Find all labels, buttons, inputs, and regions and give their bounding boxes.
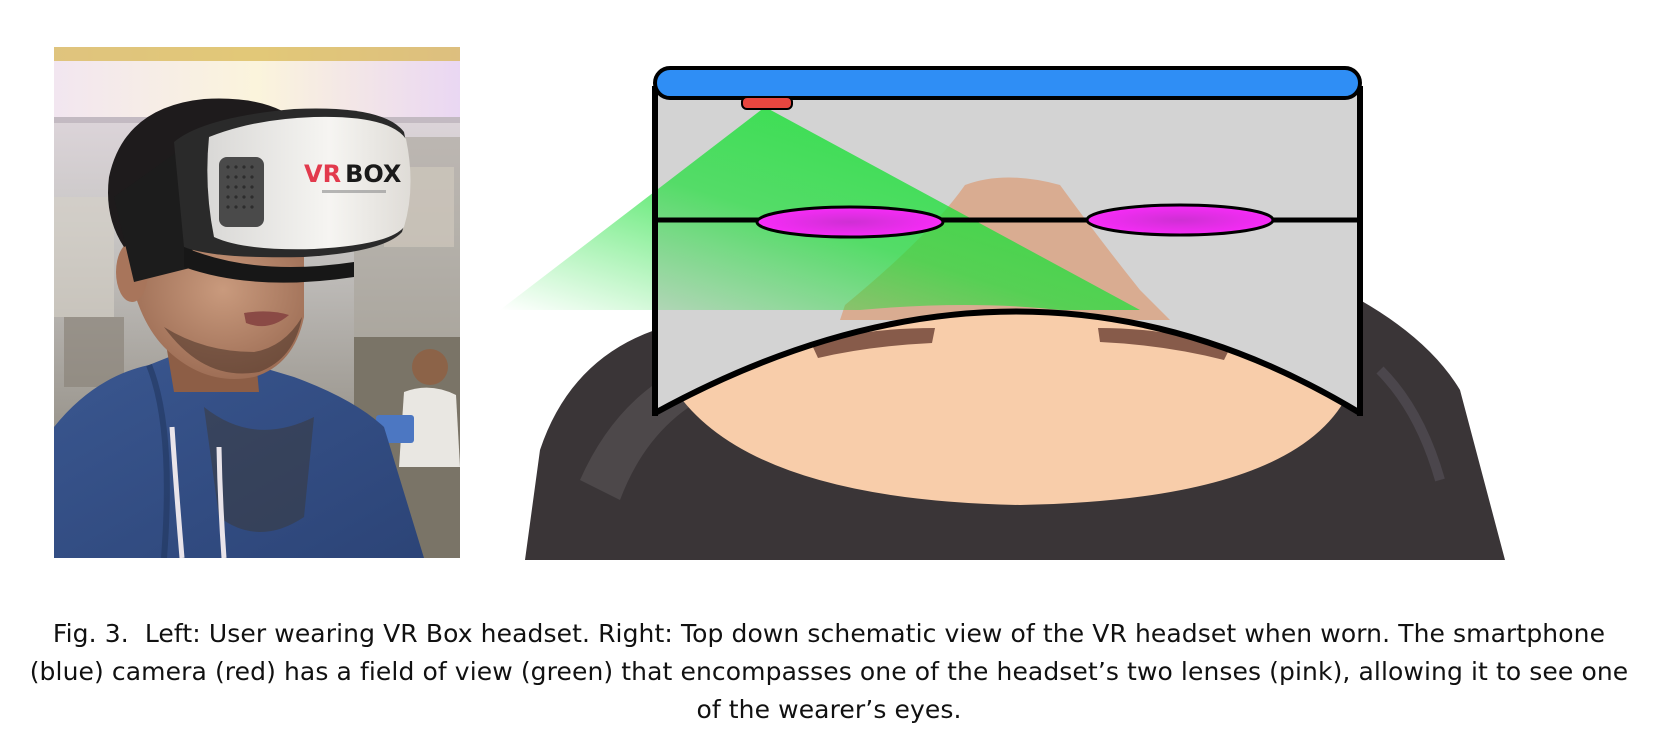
figure-3: VR BOX [54, 47, 1610, 560]
schematic-drawing [500, 66, 1505, 560]
photo-user-wearing-headset: VR BOX [54, 47, 460, 558]
right-lens [1085, 203, 1275, 237]
photo-illustration: VR BOX [54, 47, 460, 558]
smartphone [653, 66, 1362, 100]
headset-logo: VR BOX [304, 160, 402, 188]
right-eyebrow [1098, 328, 1230, 360]
figure-caption: Fig. 3. Left: User wearing VR Box headse… [18, 615, 1640, 729]
camera [741, 96, 793, 110]
left-eyebrow [812, 328, 935, 358]
headset-face-edge [653, 308, 1362, 416]
schematic-top-down-view [500, 60, 1610, 560]
left-lens [755, 205, 945, 239]
caption-label: Fig. 3. [52, 619, 129, 648]
caption-text: Left: User wearing VR Box headset. Right… [29, 619, 1637, 724]
